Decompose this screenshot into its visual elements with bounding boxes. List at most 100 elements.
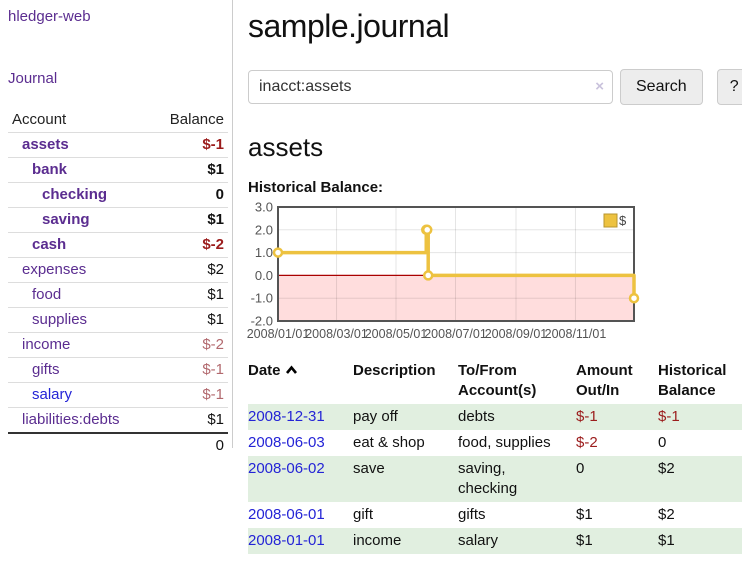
account-link-supplies[interactable]: supplies [32,311,88,328]
accounts-total-balance: 0 [151,432,228,458]
account-balance: $-2 [151,332,228,358]
svg-text:-1.0: -1.0 [251,291,273,306]
account-link-income[interactable]: income [22,336,71,353]
account-link-food[interactable]: food [32,286,62,303]
svg-text:1.0: 1.0 [255,245,273,260]
account-balance: $1 [151,157,228,183]
transaction-amount: $1 [576,506,593,523]
transaction-amount: $1 [568,528,650,554]
transaction-balance: $1 [650,528,742,554]
account-link-salary[interactable]: salary [32,386,73,403]
account-link-checking[interactable]: checking [42,186,108,203]
help-button[interactable]: ? [716,69,742,105]
transaction-amount: $-1 [568,404,650,430]
clear-search-icon[interactable]: × [595,78,604,95]
accounts-header-balance: Balance [151,108,228,133]
register-row: 2008-06-02 save saving, checking 0 $2 [248,456,742,502]
transaction-balance: $-1 [650,404,742,430]
chart-canvas: $3.0 2.0 1.0 0.0 -1.0 -2.02008/01/012008/03/0… [247,200,640,341]
account-row-checking: checking 0 [8,182,228,208]
register-row: 2008-06-03 eat & shop food, supplies $-2… [248,430,742,456]
register-row: 2008-12-31 pay off debts $-1 $-1 [248,404,742,430]
transaction-description: pay off [345,404,450,430]
transaction-date-link[interactable]: 2008-06-02 [248,460,325,477]
account-link-saving[interactable]: saving [42,211,90,228]
svg-text:2008/01/01: 2008/01/01 [247,327,310,341]
svg-text:2008/09/01: 2008/09/01 [485,327,548,341]
accounts-table: Account Balance assets $-1 bank $1 check… [8,108,228,458]
transaction-date-link[interactable]: 2008-01-01 [248,532,325,549]
chart-label: Historical Balance: [248,179,384,196]
account-row-liabilities-debts: liabilities:debts $1 [8,407,228,434]
account-link-liabilities-debts[interactable]: liabilities:debts [22,411,120,428]
transaction-accounts: debts [450,404,568,430]
transaction-amount: 0 [568,456,650,502]
account-balance: 0 [151,182,228,208]
svg-text:2.0: 2.0 [255,222,273,237]
transaction-date-link[interactable]: 2008-12-31 [248,408,325,425]
accounts-total-row: 0 [8,432,228,458]
svg-text:2008/03/01: 2008/03/01 [305,327,368,341]
account-row-saving: saving $1 [8,207,228,233]
register-header-description: Description [353,362,436,379]
transaction-date-link[interactable]: 2008-06-01 [248,506,325,523]
transaction-description: save [345,456,450,502]
account-balance: $1 [151,407,228,434]
sort-ascending-icon [285,361,298,381]
register-row: 2008-01-01 income salary $1 $1 [248,528,742,554]
account-row-gifts: gifts $-1 [8,357,228,383]
transaction-accounts: salary [450,528,568,554]
account-link-bank[interactable]: bank [32,161,68,178]
account-balance: $2 [151,257,228,283]
transaction-balance: $2 [650,456,742,502]
transaction-balance: $2 [658,506,675,523]
account-balance: $1 [151,282,228,308]
svg-text:2008/11/01: 2008/11/01 [545,327,607,341]
account-link-cash[interactable]: cash [32,236,67,253]
account-balance: $-1 [151,382,228,408]
account-balance: $1 [151,307,228,333]
transaction-date-link[interactable]: 2008-06-03 [248,434,325,451]
transaction-description: eat & shop [353,434,425,451]
svg-text:2008/07/01: 2008/07/01 [424,327,487,341]
account-row-bank: bank $1 [8,157,228,183]
svg-text:$: $ [619,213,627,228]
transaction-accounts: gifts [458,506,486,523]
register-header-accounts: To/From Account(s) [458,362,537,399]
svg-text:0.0: 0.0 [255,268,273,283]
transaction-accounts: saving, checking [450,456,568,502]
search-input[interactable] [248,70,613,104]
account-balance: $-1 [151,357,228,383]
account-row-income: income $-2 [8,332,228,358]
account-link-assets[interactable]: assets [22,136,69,153]
register-table: Date Description To/From Account(s) Amou… [248,358,742,554]
page-title: sample.journal [248,8,450,44]
svg-text:2008/05/01: 2008/05/01 [365,327,428,341]
account-link-gifts[interactable]: gifts [32,361,60,378]
account-link-expenses[interactable]: expenses [22,261,87,278]
register-header-amount: Amount Out/In [576,362,633,399]
svg-text:3.0: 3.0 [255,200,273,215]
account-balance: $1 [151,207,228,233]
search-button[interactable]: Search [620,69,703,105]
account-balance: $-1 [151,132,228,158]
account-row-supplies: supplies $1 [8,307,228,333]
account-heading: assets [248,132,324,162]
app-brand-link[interactable]: hledger-web [8,8,91,25]
svg-text:-2.0: -2.0 [251,314,273,329]
transaction-description: income [345,528,450,554]
transaction-amount: $-2 [576,434,598,451]
register-header-row: Date Description To/From Account(s) Amou… [248,358,742,404]
search-bar: × Search ? [248,69,742,105]
account-row-expenses: expenses $2 [8,257,228,283]
sidebar: hledger-web Journal Account Balance asse… [0,0,233,458]
register-row: 2008-06-01 gift gifts $1 $2 [248,502,742,528]
sidebar-item-journal[interactable]: Journal [8,70,58,87]
account-balance: $-2 [151,232,228,258]
transaction-balance: 0 [658,434,667,451]
transaction-accounts: food, supplies [458,434,551,451]
account-row-cash: cash $-2 [8,232,228,258]
register-header-balance: Historical Balance [658,362,727,399]
register-header-date[interactable]: Date [248,358,345,404]
transaction-description: gift [353,506,374,523]
